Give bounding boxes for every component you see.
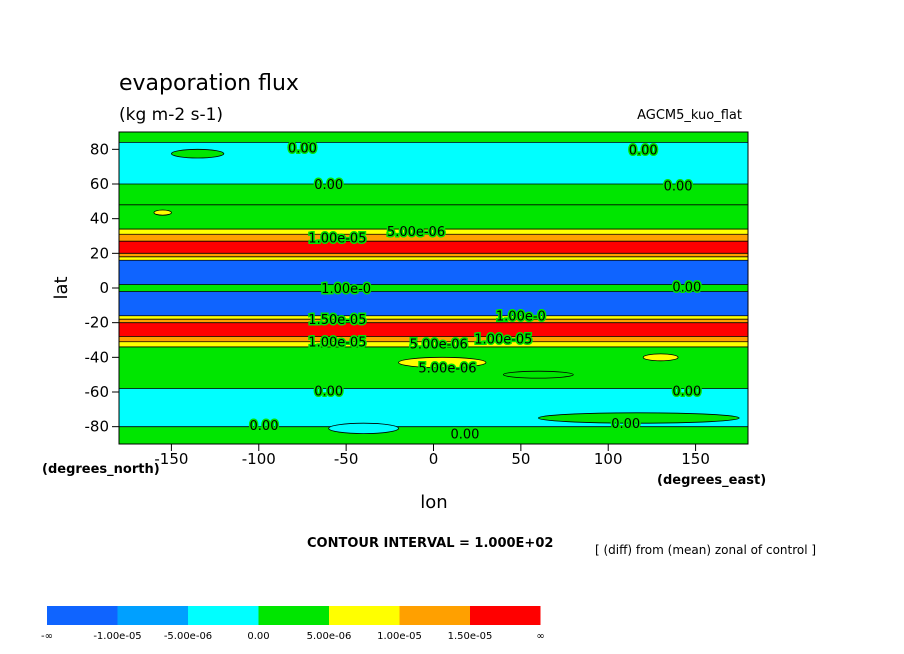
legend-label-4: 5.00e-06 bbox=[307, 631, 352, 642]
contour-band-2 bbox=[119, 184, 748, 205]
dataset-name: AGCM5_kuo_flat bbox=[637, 108, 742, 123]
contour-band-13 bbox=[119, 319, 748, 323]
contour-label-15: 0.00 bbox=[672, 384, 701, 399]
legend-swatch-1 bbox=[117, 606, 188, 625]
chart-subtitle: (kg m-2 s-1) bbox=[119, 105, 223, 125]
x-tick-label-100: 100 bbox=[594, 450, 623, 468]
y-tick-label-60: 60 bbox=[90, 175, 109, 193]
contour-label-4: 5.00e-06 bbox=[387, 225, 445, 240]
contour-label-12: 1.00e-05 bbox=[474, 332, 532, 347]
y-tick-label--80: -80 bbox=[85, 418, 110, 436]
contour-label-16: 0.00 bbox=[250, 419, 279, 434]
contour-band-0 bbox=[119, 132, 748, 143]
contour-band-3 bbox=[119, 204, 748, 230]
contour-band-9 bbox=[119, 260, 748, 285]
contour-label-6: 0.00 bbox=[672, 280, 701, 295]
legend-label-3: 0.00 bbox=[247, 631, 269, 642]
x-axis-label: lon bbox=[420, 492, 447, 513]
legend-label-6: 1.50e-05 bbox=[448, 631, 493, 642]
plot-area: 0.00 0.00 0.00 0.00 5.00e-06 1.00e-05 0.00 1.00… bbox=[119, 131, 748, 444]
contour-band-11 bbox=[119, 291, 748, 316]
comparison-note: [ (diff) from (mean) zonal of control ] bbox=[595, 543, 816, 557]
x-tick-label-0: 0 bbox=[429, 450, 439, 468]
legend-label-7: ∞ bbox=[536, 631, 544, 642]
legend-label-5: 1.00e-05 bbox=[377, 631, 422, 642]
y-tick-label--20: -20 bbox=[85, 314, 110, 332]
legend-label-2: -5.00e-06 bbox=[164, 631, 212, 642]
contour-band-7 bbox=[119, 253, 748, 257]
contour-band-8 bbox=[119, 256, 748, 261]
contour-patch-0 bbox=[171, 148, 225, 159]
x-axis: -150 -100 -50 0 50 100 150 bbox=[154, 444, 710, 468]
contour-band-19 bbox=[119, 426, 748, 444]
legend-swatch-6 bbox=[470, 606, 541, 625]
legend-swatch-3 bbox=[258, 606, 329, 625]
contour-label-17: 0.00 bbox=[611, 417, 640, 432]
legend-label-0: -∞ bbox=[41, 631, 53, 642]
contour-label-11: 5.00e-06 bbox=[410, 337, 468, 352]
contour-label-7: 1.00e-0 bbox=[321, 282, 371, 297]
contour-band-10 bbox=[119, 284, 748, 292]
contour-band-16 bbox=[119, 341, 748, 347]
y-tick-label--40: -40 bbox=[85, 348, 110, 366]
y-tick-label-40: 40 bbox=[90, 210, 109, 228]
legend-swatch-0 bbox=[47, 606, 118, 625]
contour-patch-6 bbox=[537, 412, 740, 424]
contour-label-14: 0.00 bbox=[314, 384, 343, 399]
contour-label-0: 0.00 bbox=[288, 142, 317, 157]
contour-label-9: 1.50e-05 bbox=[308, 313, 366, 328]
x-axis-unit: (degrees_east) bbox=[657, 473, 766, 488]
x-tick-label--100: -100 bbox=[242, 450, 276, 468]
contour-patch-1 bbox=[153, 209, 172, 216]
y-axis-label: lat bbox=[51, 276, 72, 299]
chart-title: evaporation flux bbox=[119, 71, 299, 96]
contour-patch-3 bbox=[398, 356, 487, 369]
contour-label-2: 0.00 bbox=[314, 178, 343, 193]
y-tick-label-20: 20 bbox=[90, 244, 109, 262]
contour-label-13: 5.00e-06 bbox=[418, 362, 476, 377]
contour-patch-5 bbox=[328, 422, 399, 434]
contour-patch-4 bbox=[642, 353, 679, 362]
contour-band-6 bbox=[119, 241, 748, 254]
legend-label-1: -1.00e-05 bbox=[93, 631, 141, 642]
contour-patch-2 bbox=[502, 370, 574, 379]
contour-band-4 bbox=[119, 229, 748, 235]
contour-label-3: 0.00 bbox=[664, 180, 693, 195]
x-tick-label-150: 150 bbox=[681, 450, 710, 468]
contour-label-1: 0.00 bbox=[629, 143, 658, 158]
contour-label-8: 1.00e-0 bbox=[496, 310, 546, 325]
y-tick-label-80: 80 bbox=[90, 140, 109, 158]
contour-label-18: 0.00 bbox=[450, 428, 479, 443]
contour-band-5 bbox=[119, 234, 748, 242]
contour-band-14 bbox=[119, 322, 748, 337]
color-legend: -∞ -1.00e-05 -5.00e-06 0.00 5.00e-06 1.00e-05… bbox=[41, 606, 545, 642]
y-axis: -80 -60 -40 -20 0 20 40 60 80 bbox=[85, 140, 119, 436]
x-tick-label--150: -150 bbox=[154, 450, 188, 468]
legend-swatch-5 bbox=[399, 606, 470, 625]
contour-label-10: 1.00e-05 bbox=[308, 336, 366, 351]
y-tick-label-0: 0 bbox=[99, 279, 109, 297]
y-tick-label--60: -60 bbox=[85, 383, 110, 401]
y-axis-unit: (degrees_north) bbox=[42, 462, 160, 477]
contour-band-12 bbox=[119, 315, 748, 320]
legend-swatch-4 bbox=[329, 606, 400, 625]
contour-label-5: 1.00e-05 bbox=[308, 232, 366, 247]
legend-swatch-2 bbox=[188, 606, 259, 625]
contour-interval: CONTOUR INTERVAL = 1.000E+02 bbox=[307, 536, 553, 551]
contour-band-1 bbox=[119, 142, 748, 184]
x-tick-label--50: -50 bbox=[334, 450, 359, 468]
x-tick-label-50: 50 bbox=[511, 450, 530, 468]
contour-band-15 bbox=[119, 336, 748, 342]
